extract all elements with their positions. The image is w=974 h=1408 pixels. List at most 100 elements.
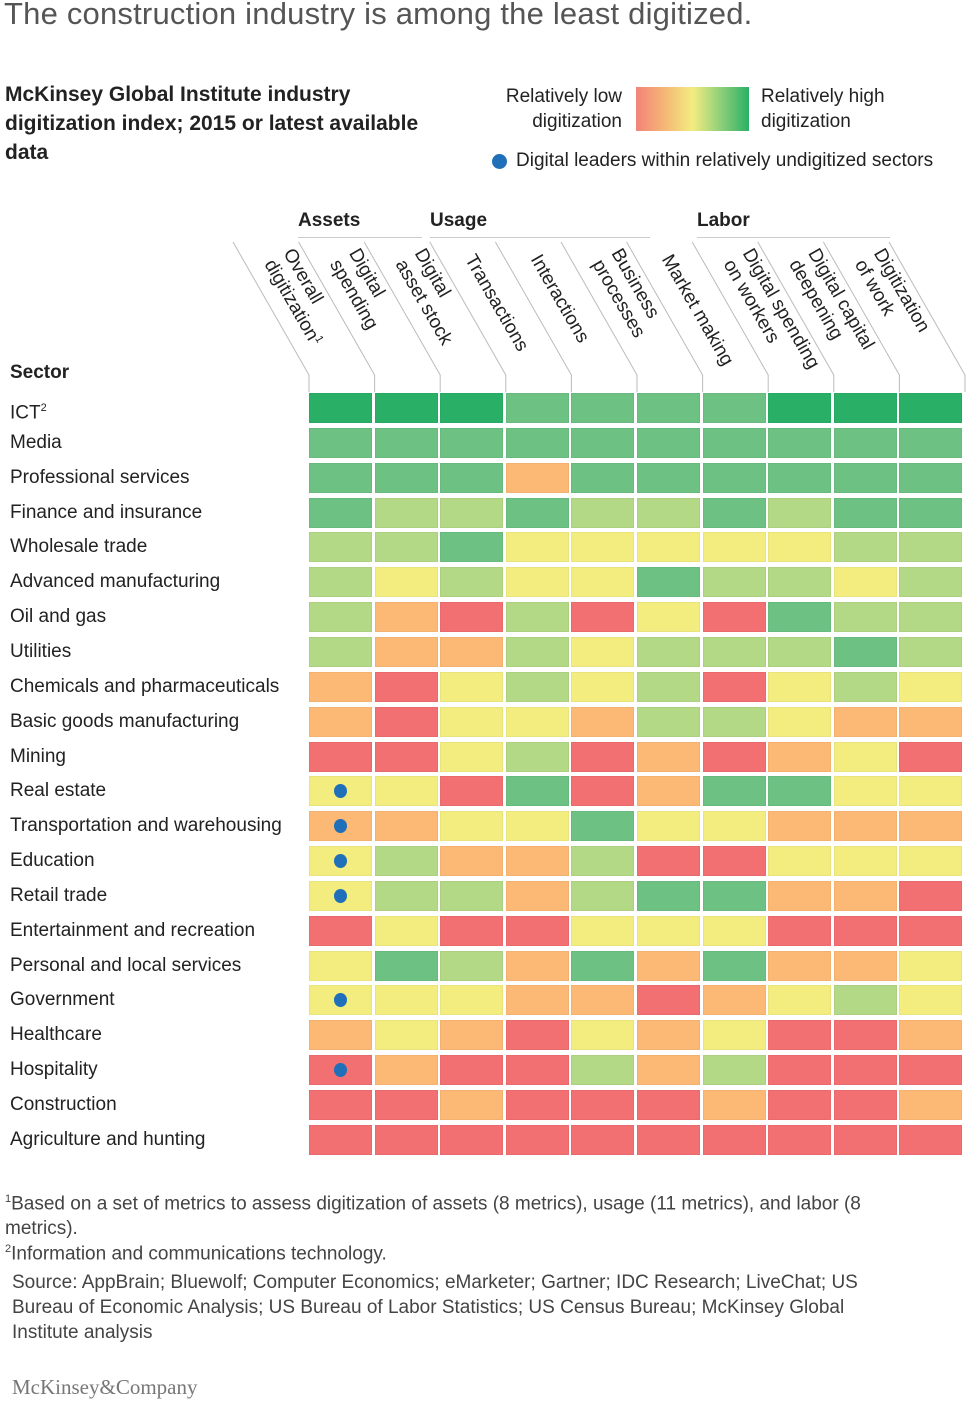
heatmap-cell [440,636,504,667]
heatmap-cell [637,880,700,911]
heatmap-cell [505,671,569,702]
heatmap-cell [702,776,766,807]
heatmap-cell [440,462,504,493]
row-label: Entertainment and recreation [10,919,256,941]
heatmap-cell [833,636,897,667]
heatmap-cell [309,846,372,877]
legend-leader-dot-icon [492,154,507,169]
heatmap-cell [899,393,963,423]
heatmap-cell [637,915,700,946]
footnote-2: 2Information and communications technolo… [5,1237,387,1266]
row-label: Wholesale trade [10,536,148,558]
heatmap-cell [374,846,438,877]
heatmap-cell [440,1124,504,1155]
heatmap-cell [702,811,766,842]
heatmap-cell [571,741,635,772]
column-separator [494,241,572,392]
heatmap-cell [374,950,438,981]
heatmap-cell [374,811,438,842]
footnote-text: Based on a set of metrics to assess digi… [5,1193,861,1240]
column-group-label: Labor [697,210,750,231]
heatmap-cell [571,636,635,667]
heatmap-cell [833,567,897,598]
heatmap-cell [440,497,504,528]
heatmap-cell [309,1090,372,1120]
heatmap-cell [374,393,438,423]
heatmap-cell [833,811,897,842]
heatmap-cell [833,915,897,946]
heatmap-cell [768,1090,832,1120]
heatmap-cell [374,671,438,702]
heatmap-cell [702,950,766,981]
heatmap-cell [899,880,963,911]
heatmap-cell [833,880,897,911]
heatmap-cell [440,776,504,807]
heatmap-cell [505,1020,569,1051]
heatmap-cell [768,1124,832,1155]
heatmap-cell [899,811,963,842]
heatmap-cell [505,1124,569,1155]
row-label: Agriculture and hunting [10,1128,206,1150]
column-separator [626,241,704,392]
heatmap-cell [374,741,438,772]
row-label: Advanced manufacturing [10,571,221,593]
footnote-mark: 2 [5,1243,12,1255]
heatmap-cell [702,636,766,667]
heatmap-cell [637,846,700,877]
heatmap-cell [637,1124,700,1155]
heatmap-cell [637,985,700,1016]
heatmap-cell [374,462,438,493]
heatmap-cell [899,567,963,598]
heatmap-cell [768,741,832,772]
heatmap-cell [637,776,700,807]
heatmap-cell [440,741,504,772]
column-separator [232,241,310,392]
heatmap-cell [702,1124,766,1155]
heatmap-cell [440,950,504,981]
heatmap-cell [571,880,635,911]
heatmap-cell [702,567,766,598]
heatmap-cell [702,1090,766,1120]
heatmap-cell [505,532,569,563]
row-label: Construction [10,1094,117,1115]
heatmap-cell [505,427,569,458]
column-header: Transactions [460,251,532,355]
heatmap-cell [440,985,504,1016]
heatmap-cell [768,1020,832,1051]
heatmap-cell [833,462,897,493]
source-note: Source: AppBrain; Bluewolf; Computer Eco… [12,1272,858,1343]
heatmap-cell [702,393,766,423]
heatmap-cell [702,1055,766,1086]
digital-leader-dot-icon [334,993,347,1008]
heatmap-cell [571,497,635,528]
heatmap-cell [768,671,832,702]
column-separator [560,241,638,392]
heatmap-cell [702,880,766,911]
heatmap-cell [702,706,766,737]
row-label: Oil and gas [10,606,107,628]
heatmap-cell [571,532,635,563]
column-group-underline [430,237,650,238]
legend-low-label: Relatively low digitization [505,86,622,132]
heatmap-cell [637,741,700,772]
heatmap-cell [702,1020,766,1051]
heatmap-cell [309,567,372,598]
heatmap-cell [571,776,635,807]
heatmap-cell [440,567,504,598]
heatmap-cell [374,915,438,946]
heatmap-cell [702,462,766,493]
heatmap-cell [309,776,372,807]
heatmap-cell [374,1055,438,1086]
heatmap-cell [309,915,372,946]
heatmap-cell [637,1055,700,1086]
heatmap-cell [768,776,832,807]
heatmap-cell [637,950,700,981]
heatmap-cell [309,602,372,633]
column-separator [757,241,835,392]
heatmap-cell [505,462,569,493]
heatmap-cell [505,880,569,911]
heatmap-cell [571,950,635,981]
heatmap-cell [768,532,832,563]
heatmap-cell [637,1020,700,1051]
row-label: Real estate [10,780,107,802]
